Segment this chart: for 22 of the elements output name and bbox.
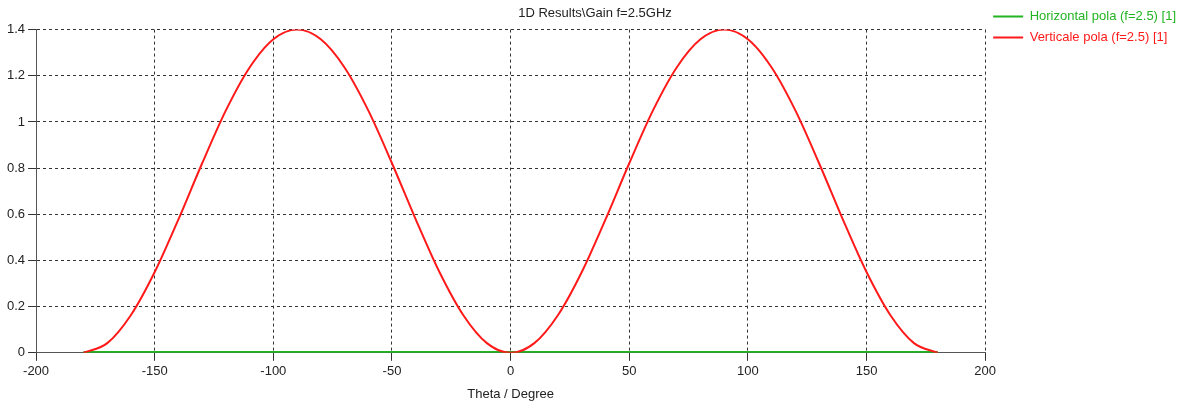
x-tick-label: 0: [507, 363, 515, 379]
x-tick-label: -50: [382, 363, 402, 379]
x-axis-title: Theta / Degree: [467, 385, 554, 401]
line-series: [82, 29, 939, 353]
x-tick-label: -100: [260, 363, 287, 379]
y-tick-label: 1.4: [6, 21, 26, 37]
y-tick-label: 0: [17, 344, 26, 360]
legend-label: Verticale pola (f=2.5) [1]: [1029, 29, 1168, 45]
y-tick-label: 0.8: [6, 159, 26, 175]
y-tick-label: 1.2: [6, 67, 26, 83]
x-tick-label: 100: [737, 363, 759, 379]
x-tick-label: 200: [974, 363, 997, 379]
x-tick-label: 50: [622, 363, 637, 379]
legend-label: Horizontal pola (f=2.5) [1]: [1029, 8, 1176, 24]
y-tick-label: 1: [17, 113, 26, 129]
x-tick-label: 150: [855, 363, 878, 379]
x-tick-label: -150: [141, 363, 168, 379]
x-tick-label: -200: [23, 363, 50, 379]
y-tick-label: 0.4: [6, 252, 26, 268]
chart-title: 1D Results\Gain f=2.5GHz: [518, 5, 672, 21]
y-tick-label: 0.6: [6, 205, 26, 221]
y-tick-label: 0.2: [6, 298, 26, 314]
